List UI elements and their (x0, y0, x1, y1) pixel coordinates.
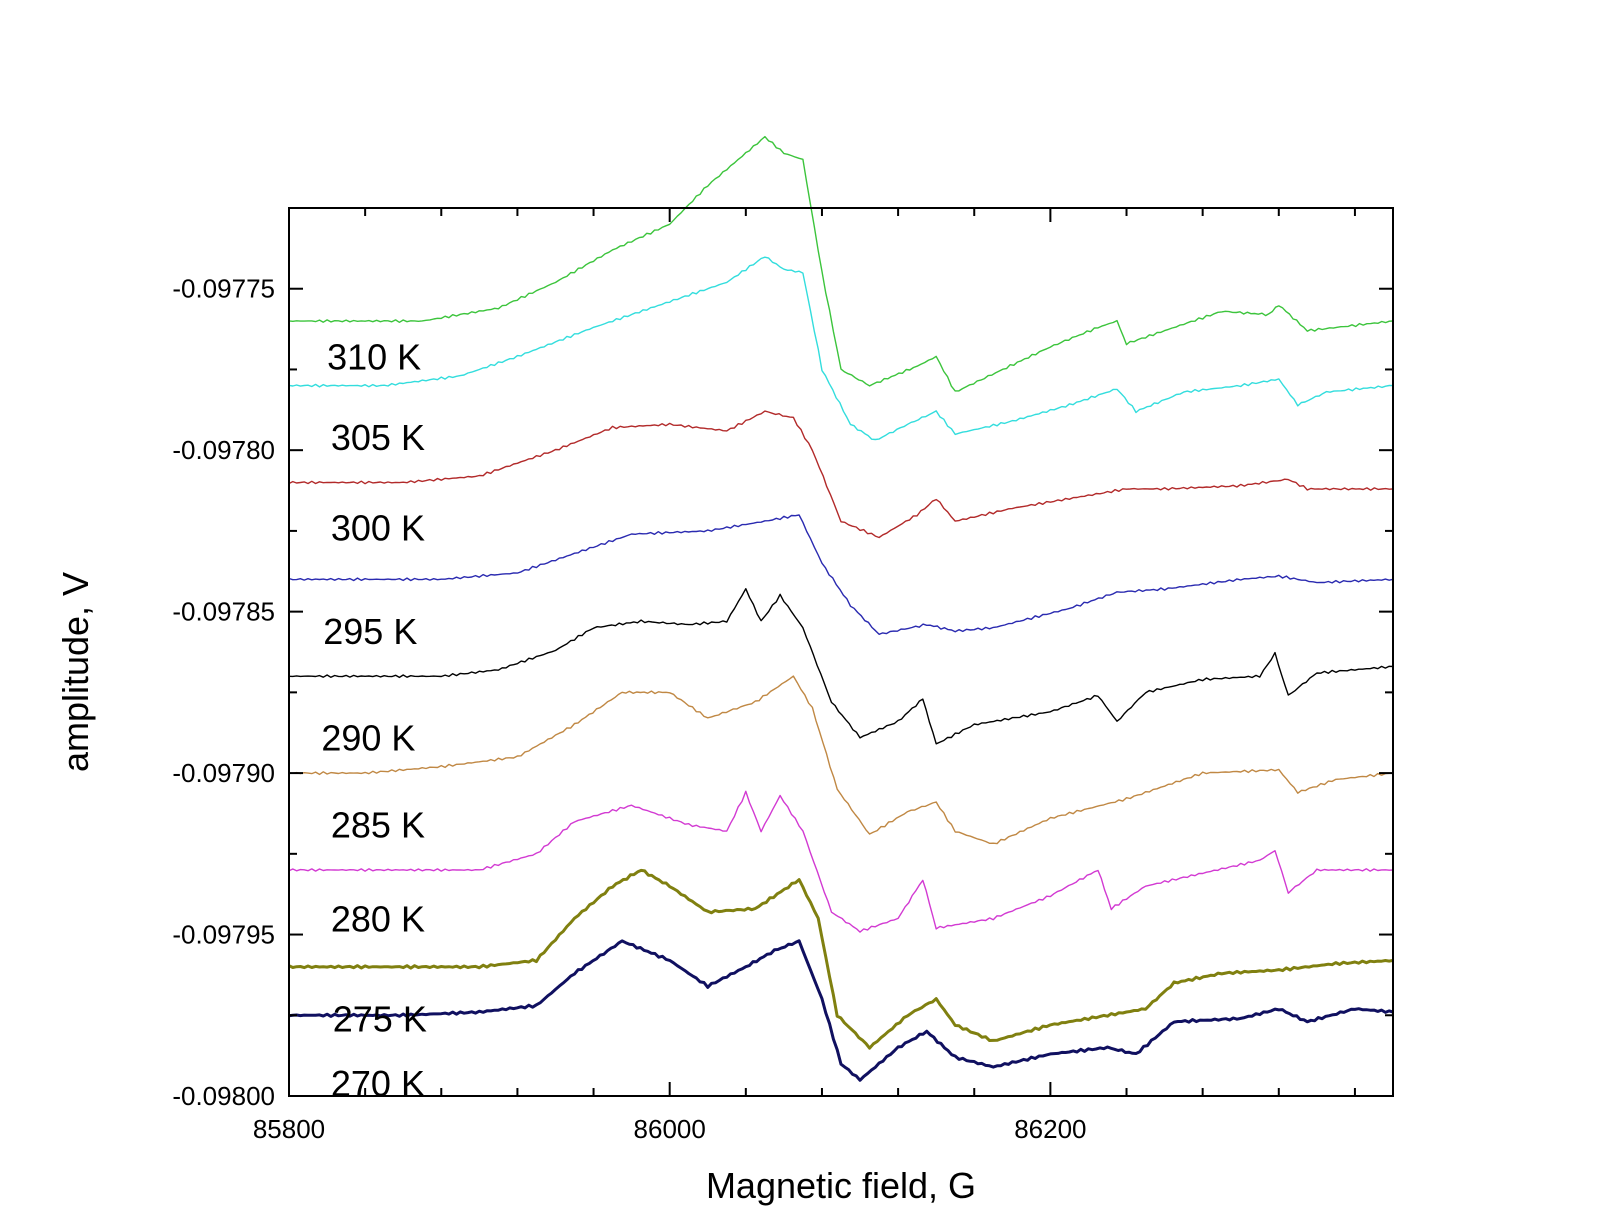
series-line-305-k (288, 256, 1394, 441)
series-line-280-k (288, 790, 1394, 933)
series-line-310-k (288, 135, 1394, 392)
series-label-310-k: 310 K (327, 336, 421, 377)
series-label-275-k: 275 K (333, 998, 427, 1039)
plot-frame (288, 207, 1394, 1097)
series-label-305-k: 305 K (331, 417, 425, 458)
y-tick-label: -0.09800 (172, 1081, 275, 1111)
series-line-290-k (288, 588, 1394, 745)
series-label-280-k: 280 K (331, 898, 425, 939)
x-tick-label: 86200 (1014, 1114, 1086, 1144)
y-tick-label: -0.09780 (172, 435, 275, 465)
series-label-295-k: 295 K (323, 611, 417, 652)
series-line-295-k (288, 514, 1394, 635)
series-layer (288, 135, 1394, 1082)
y-tick-label: -0.09790 (172, 758, 275, 788)
series-line-275-k (288, 868, 1394, 1050)
y-tick-label: -0.09775 (172, 274, 275, 304)
series-line-300-k (288, 410, 1394, 539)
y-tick-label: -0.09795 (172, 920, 275, 950)
axes-layer: 85800 86000 86200 -0.09775 -0.09780 -0.09785 -… (172, 207, 1394, 1144)
series-labels: 310 K 305 K 300 K 295 K 290 K 285 K 280 K 275 K… (321, 336, 426, 1104)
series-label-270-k: 270 K (331, 1063, 425, 1104)
y-tick-label: -0.09785 (172, 597, 275, 627)
x-tick-label: 86000 (634, 1114, 706, 1144)
x-axis-title: Magnetic field, G (706, 1165, 976, 1206)
series-label-300-k: 300 K (331, 508, 425, 549)
series-label-290-k: 290 K (321, 717, 415, 758)
series-label-285-k: 285 K (331, 805, 425, 846)
series-line-285-k (288, 675, 1394, 845)
x-tick-label: 85800 (253, 1114, 325, 1144)
y-axis-title: amplitude, V (55, 572, 96, 772)
series-line-270-k (288, 939, 1394, 1082)
